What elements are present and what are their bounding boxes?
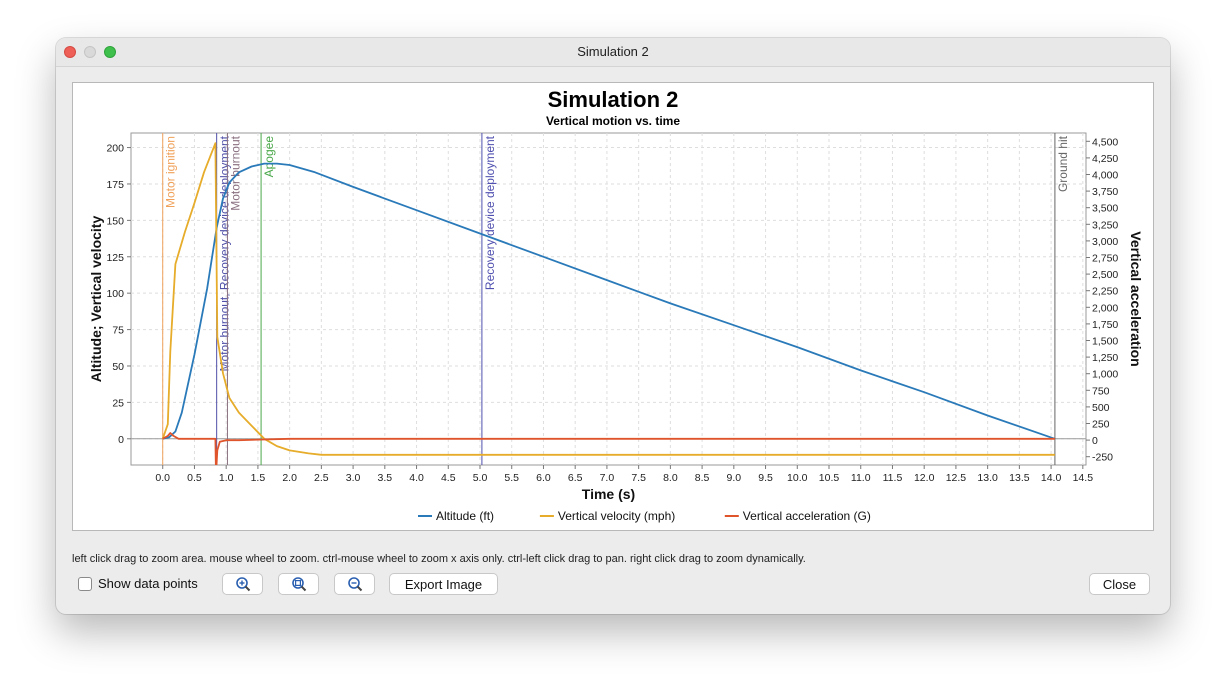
x-tick-label: 3.5 (378, 472, 393, 484)
x-tick-label: 14.0 (1041, 472, 1062, 484)
close-button[interactable]: Close (1089, 573, 1150, 595)
y-left-tick-label: 175 (106, 179, 124, 191)
y-right-tick-label: 250 (1092, 419, 1110, 431)
event-label: Motor burnout, Recovery device deploymen… (218, 135, 232, 371)
x-tick-label: 9.0 (727, 472, 742, 484)
x-tick-label: 13.5 (1009, 472, 1030, 484)
x-tick-label: 14.5 (1073, 472, 1094, 484)
y-right-tick-label: 0 (1092, 435, 1098, 447)
altitude-line (162, 162, 1056, 440)
legend-entry: Altitude (ft) (436, 509, 494, 523)
y-left-tick-label: 75 (112, 325, 124, 337)
event-label: Motor ignition (164, 136, 178, 208)
zoom-out-button[interactable] (334, 573, 375, 595)
x-tick-label: 4.0 (409, 472, 424, 484)
y-right-tick-label: 3,750 (1092, 186, 1118, 198)
y-left-tick-label: 100 (106, 288, 124, 300)
y-left-axis-label: Altitude; Vertical velocity (88, 216, 104, 383)
legend-entry: Vertical velocity (mph) (558, 509, 675, 523)
y-left-tick-label: 150 (106, 215, 124, 227)
y-left-tick-label: 0 (118, 434, 124, 446)
export-image-button[interactable]: Export Image (389, 573, 498, 595)
y-right-tick-label: 1,250 (1092, 352, 1118, 364)
event-label: Ground hit (1056, 135, 1070, 192)
x-tick-label: 2.0 (282, 472, 297, 484)
chart-title: Simulation 2 (548, 87, 679, 112)
x-tick-label: 2.5 (314, 472, 329, 484)
x-tick-label: 10.5 (819, 472, 840, 484)
x-tick-label: 11.5 (883, 472, 903, 484)
show-data-points-checkbox[interactable]: Show data points (78, 576, 198, 591)
y-right-tick-label: 4,000 (1092, 170, 1118, 182)
x-tick-label: 12.5 (946, 472, 967, 484)
x-tick-label: 12.0 (914, 472, 935, 484)
event-label: Apogee (262, 136, 276, 178)
x-tick-label: 9.5 (758, 472, 773, 484)
x-tick-label: 6.0 (536, 472, 551, 484)
x-tick-label: 4.5 (441, 472, 456, 484)
window-close-icon[interactable] (64, 46, 76, 58)
checkbox-box[interactable] (78, 576, 92, 591)
y-right-tick-label: 2,750 (1092, 253, 1118, 265)
x-tick-label: 1.0 (219, 472, 234, 484)
zoom-out-icon (347, 577, 362, 592)
x-tick-label: 5.5 (504, 472, 519, 484)
title-bar: Simulation 2 (56, 38, 1170, 67)
y-left-tick-label: 125 (106, 252, 124, 264)
y-right-tick-label: 2,250 (1092, 286, 1118, 298)
x-tick-label: 7.0 (600, 472, 615, 484)
y-right-tick-label: 4,250 (1092, 153, 1118, 165)
simulation-window: Simulation 2 Simulation 2 Vertical motion… (56, 38, 1170, 614)
y-right-tick-label: 750 (1092, 385, 1110, 397)
y-right-axis-label: Vertical acceleration (1128, 231, 1144, 366)
x-tick-label: 8.0 (663, 472, 678, 484)
x-tick-label: 7.5 (631, 472, 646, 484)
x-tick-label: 10.0 (787, 472, 808, 484)
y-left-tick-label: 200 (106, 143, 124, 155)
y-right-tick-label: 3,250 (1092, 219, 1118, 231)
chart-subtitle: Vertical motion vs. time (546, 114, 680, 128)
y-right-tick-label: 1,000 (1092, 369, 1118, 381)
vertical-velocity-line (161, 142, 1055, 456)
y-right-tick-label: -250 (1092, 452, 1113, 464)
y-left-tick-label: 25 (112, 397, 124, 409)
x-tick-label: 6.5 (568, 472, 583, 484)
zoom-reset-icon (291, 577, 306, 592)
x-tick-label: 0.5 (187, 472, 202, 484)
x-tick-label: 11.0 (851, 472, 871, 484)
x-tick-label: 0.0 (155, 472, 170, 484)
legend-entry: Vertical acceleration (G) (743, 509, 871, 523)
chart-panel[interactable]: Simulation 2 Vertical motion vs. time 0.0 0… (72, 82, 1154, 531)
plot-area (130, 132, 1087, 466)
zoom-hint-text: left click drag to zoom area. mouse whee… (72, 553, 806, 565)
window-minimize-icon[interactable] (84, 46, 96, 58)
y-right-tick-label: 2,000 (1092, 302, 1118, 314)
y-right-tick-label: 1,750 (1092, 319, 1118, 331)
window-maximize-icon[interactable] (104, 46, 116, 58)
zoom-in-icon (235, 577, 250, 592)
vertical-acceleration-line (162, 432, 1055, 465)
x-tick-label: 1.5 (251, 472, 266, 484)
y-right-tick-label: 4,500 (1092, 136, 1118, 148)
x-tick-label: 13.0 (977, 472, 998, 484)
event-label: Recovery device deployment (483, 135, 497, 290)
y-right-tick-label: 3,000 (1092, 236, 1118, 248)
x-axis-label: Time (s) (582, 486, 635, 502)
x-tick-label: 8.5 (695, 472, 710, 484)
event-label: Motor burnout (228, 135, 242, 210)
y-right-tick-label: 2,500 (1092, 269, 1118, 281)
zoom-in-button[interactable] (222, 573, 263, 595)
y-left-tick-label: 50 (112, 361, 124, 373)
y-right-tick-label: 500 (1092, 402, 1110, 414)
y-right-tick-label: 3,500 (1092, 203, 1118, 215)
chart[interactable]: Simulation 2 Vertical motion vs. time 0.0 0… (73, 83, 1153, 530)
show-data-points-label: Show data points (98, 576, 198, 591)
x-tick-label: 3.0 (346, 472, 361, 484)
x-tick-label: 5.0 (473, 472, 488, 484)
window-title: Simulation 2 (577, 44, 649, 59)
zoom-reset-button[interactable] (278, 573, 319, 595)
y-right-tick-label: 1,500 (1092, 336, 1118, 348)
